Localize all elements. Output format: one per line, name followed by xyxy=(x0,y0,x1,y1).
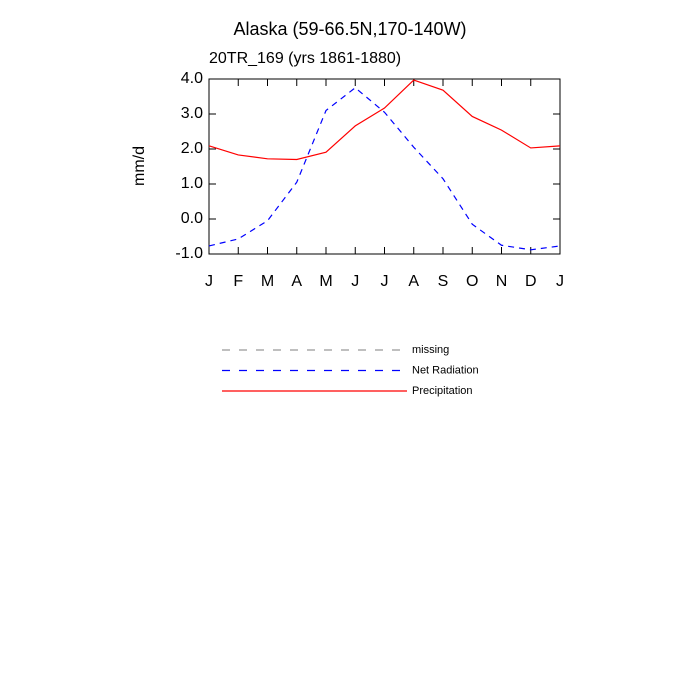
chart-subtitle: 20TR_169 (yrs 1861-1880) xyxy=(209,50,401,67)
x-tick-label: J xyxy=(205,273,213,290)
series-line xyxy=(208,86,561,251)
x-tick-label: S xyxy=(438,273,449,290)
y-tick-label: 0.0 xyxy=(181,210,203,227)
series-line xyxy=(208,79,561,161)
x-tick-label: M xyxy=(261,273,274,290)
legend-label: Net Radiation xyxy=(412,364,479,376)
y-tick-label: 4.0 xyxy=(181,70,203,87)
x-tick-label: J xyxy=(556,273,564,290)
y-tick-label: 1.0 xyxy=(181,175,203,192)
x-tick-label: J xyxy=(351,273,359,290)
x-tick-label: J xyxy=(381,273,389,290)
x-tick-label: O xyxy=(466,273,478,290)
x-tick-label: M xyxy=(319,273,332,290)
x-tick-label: F xyxy=(233,273,243,290)
y-tick-label: -1.0 xyxy=(175,245,203,262)
x-tick-label: D xyxy=(525,273,537,290)
x-tick-label: N xyxy=(496,273,508,290)
y-axis-label: mm/d xyxy=(131,146,148,186)
y-tick-label: 3.0 xyxy=(181,105,203,122)
plot-frame xyxy=(208,78,561,255)
chart-title: Alaska (59-66.5N,170-140W) xyxy=(233,19,466,39)
y-tick-label: 2.0 xyxy=(181,140,203,157)
x-tick-label: A xyxy=(291,273,302,290)
legend-label: missing xyxy=(412,344,449,356)
x-tick-label: A xyxy=(408,273,419,290)
legend-label: Precipitation xyxy=(412,385,473,397)
